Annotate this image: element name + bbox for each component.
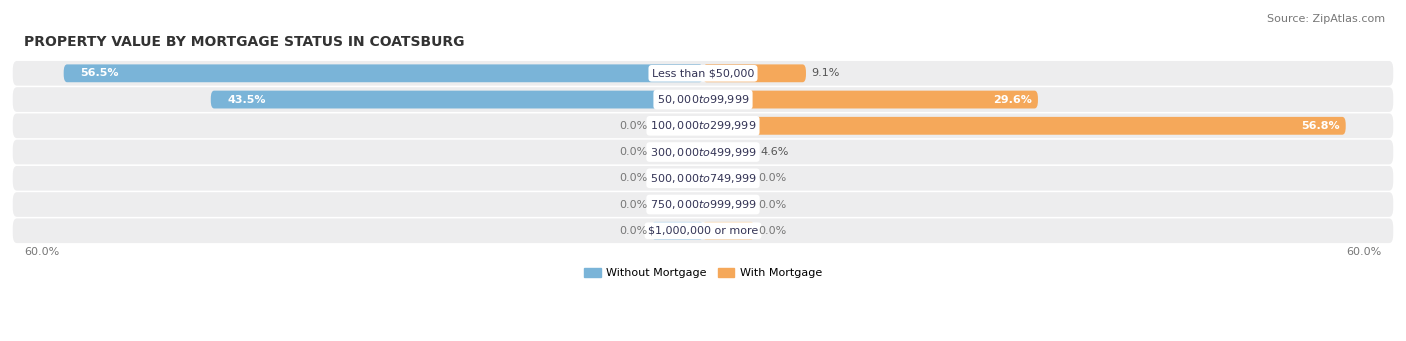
FancyBboxPatch shape [703, 196, 754, 213]
Text: 29.6%: 29.6% [994, 94, 1032, 105]
FancyBboxPatch shape [13, 219, 1393, 243]
Text: 0.0%: 0.0% [619, 147, 648, 157]
Text: 0.0%: 0.0% [619, 226, 648, 236]
Text: PROPERTY VALUE BY MORTGAGE STATUS IN COATSBURG: PROPERTY VALUE BY MORTGAGE STATUS IN COA… [24, 35, 464, 49]
Text: 4.6%: 4.6% [761, 147, 789, 157]
FancyBboxPatch shape [652, 143, 703, 161]
FancyBboxPatch shape [703, 64, 806, 82]
FancyBboxPatch shape [13, 114, 1393, 138]
Text: Less than $50,000: Less than $50,000 [652, 68, 754, 78]
FancyBboxPatch shape [703, 117, 1346, 135]
FancyBboxPatch shape [652, 169, 703, 187]
Text: 0.0%: 0.0% [619, 173, 648, 183]
Text: 56.5%: 56.5% [80, 68, 120, 78]
FancyBboxPatch shape [63, 64, 703, 82]
Text: 60.0%: 60.0% [24, 247, 59, 257]
Text: 0.0%: 0.0% [619, 121, 648, 131]
Text: $50,000 to $99,999: $50,000 to $99,999 [657, 93, 749, 106]
Text: $750,000 to $999,999: $750,000 to $999,999 [650, 198, 756, 211]
FancyBboxPatch shape [211, 91, 703, 108]
Text: 0.0%: 0.0% [758, 173, 787, 183]
Text: 56.8%: 56.8% [1302, 121, 1340, 131]
FancyBboxPatch shape [652, 117, 703, 135]
FancyBboxPatch shape [13, 61, 1393, 86]
FancyBboxPatch shape [703, 143, 755, 161]
Text: 9.1%: 9.1% [811, 68, 839, 78]
FancyBboxPatch shape [703, 91, 1038, 108]
FancyBboxPatch shape [703, 169, 754, 187]
Text: 0.0%: 0.0% [758, 226, 787, 236]
FancyBboxPatch shape [652, 196, 703, 213]
FancyBboxPatch shape [13, 166, 1393, 191]
Legend: Without Mortgage, With Mortgage: Without Mortgage, With Mortgage [579, 263, 827, 283]
Text: 0.0%: 0.0% [619, 199, 648, 209]
FancyBboxPatch shape [13, 192, 1393, 217]
FancyBboxPatch shape [703, 222, 754, 240]
FancyBboxPatch shape [652, 222, 703, 240]
Text: $1,000,000 or more: $1,000,000 or more [648, 226, 758, 236]
Text: 0.0%: 0.0% [758, 199, 787, 209]
Text: $300,000 to $499,999: $300,000 to $499,999 [650, 146, 756, 159]
FancyBboxPatch shape [13, 87, 1393, 112]
Text: $100,000 to $299,999: $100,000 to $299,999 [650, 119, 756, 132]
Text: 60.0%: 60.0% [1347, 247, 1382, 257]
Text: $500,000 to $749,999: $500,000 to $749,999 [650, 172, 756, 185]
FancyBboxPatch shape [13, 140, 1393, 164]
Text: Source: ZipAtlas.com: Source: ZipAtlas.com [1267, 14, 1385, 24]
Text: 43.5%: 43.5% [228, 94, 266, 105]
